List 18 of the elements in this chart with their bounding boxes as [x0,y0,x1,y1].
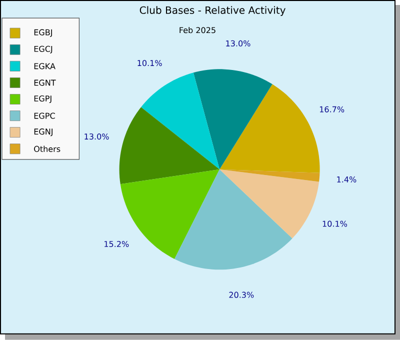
legend-label: EGPJ [34,96,52,104]
data-label: 20.3% [229,292,254,298]
chart-title: Club Bases - Relative Activity [140,6,286,16]
legend-label: EGKA [34,63,56,70]
data-label: 10.1% [138,60,162,66]
legend-label: EGNT [34,80,56,86]
data-label: 13.0% [84,134,109,140]
data-label: 16.7% [320,106,344,112]
text: Feb 2025 [180,27,216,34]
legend-label: EGBJ [34,29,52,37]
data-label: 13.0% [226,40,250,47]
legend-label: Others [34,146,60,152]
legend-label: EGNJ [34,128,52,136]
data-label: 1.4% [337,176,356,183]
data-label: 10.1% [322,220,348,227]
legend-label: EGCJ [34,46,52,54]
data-label: 15.2% [104,241,129,248]
legend-label: EGPC [34,112,55,119]
